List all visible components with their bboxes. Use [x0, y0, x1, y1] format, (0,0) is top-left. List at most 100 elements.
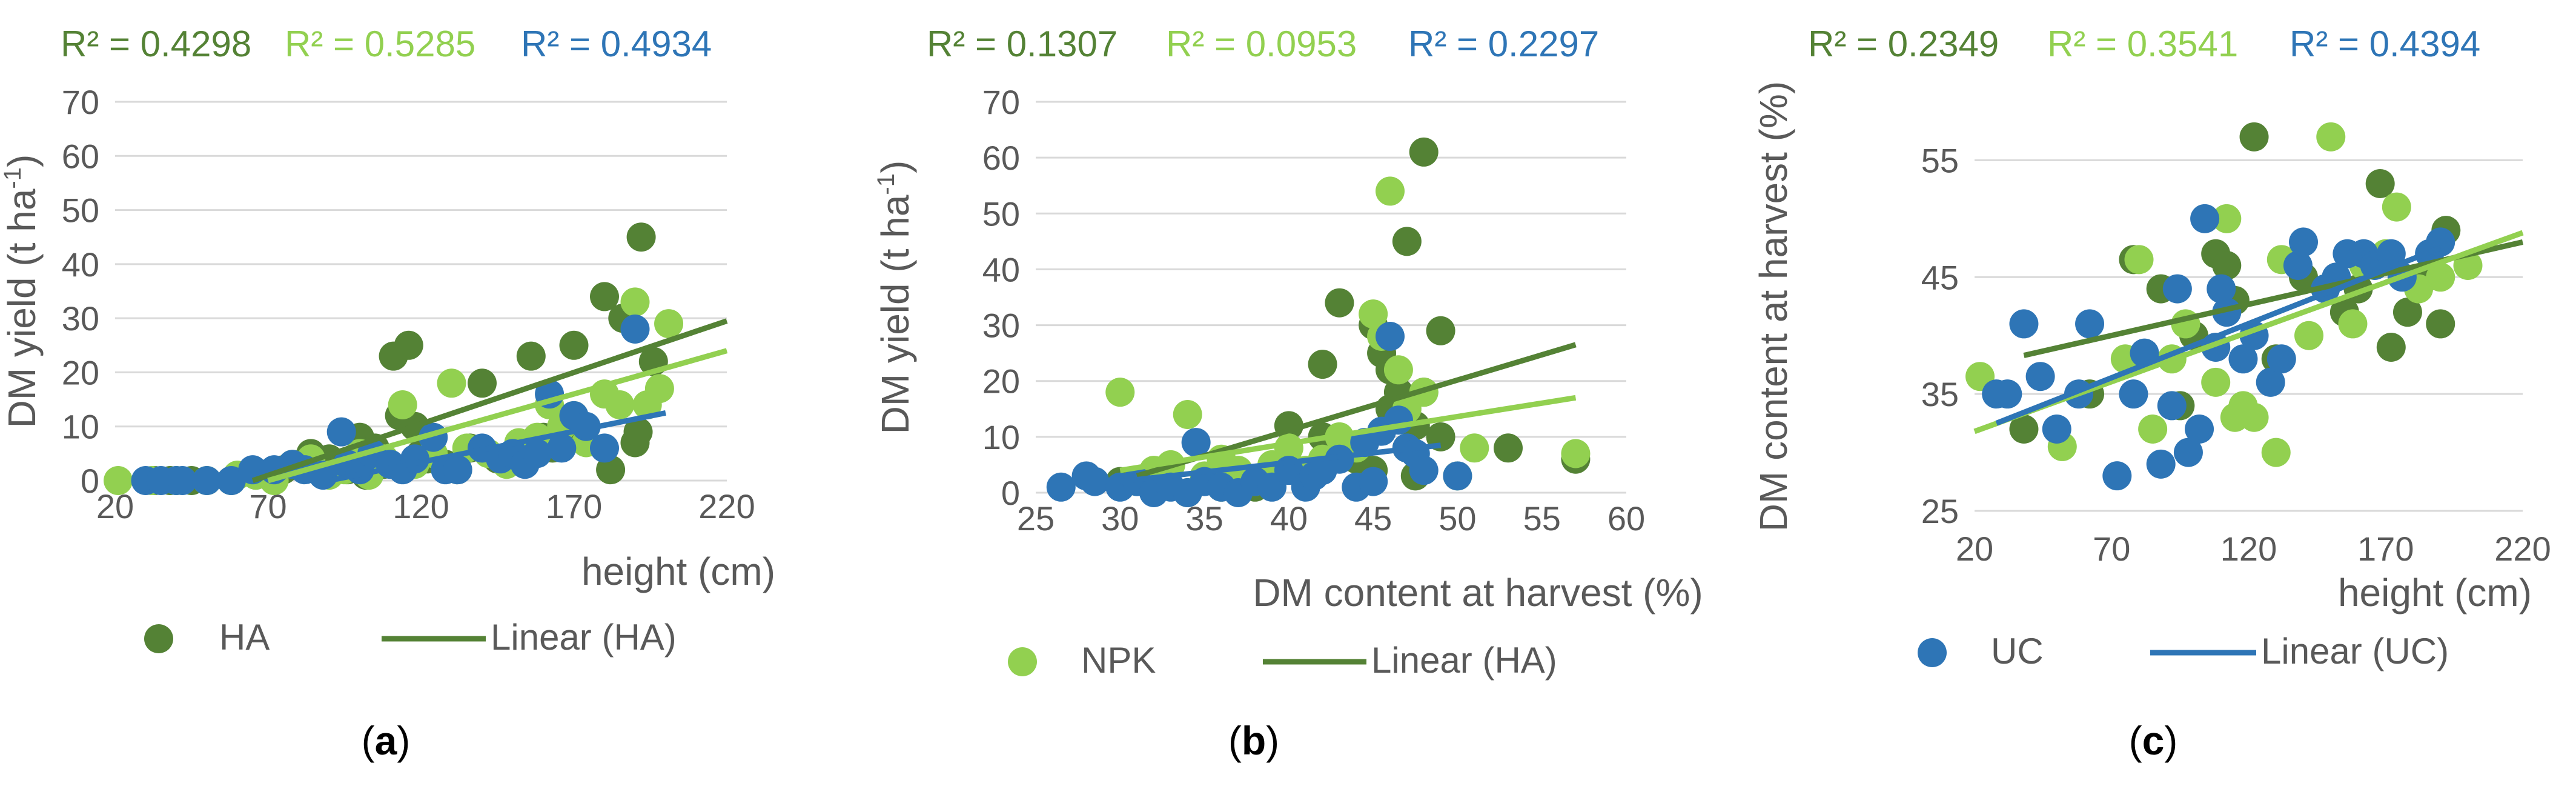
- data-point: [2025, 362, 2055, 391]
- data-point: [1173, 400, 1202, 429]
- data-point: [2228, 344, 2258, 374]
- data-point: [1561, 439, 1591, 468]
- data-point: [468, 368, 497, 398]
- data-point: [654, 309, 684, 339]
- legend-marker-label: NPK: [1081, 640, 1156, 681]
- data-point: [1181, 428, 1211, 458]
- chart-panel-3: 25 35 45 55 20 70 120 170 220 R² = 0.2349 R² = 0.3…: [1752, 24, 2551, 763]
- data-point: [2338, 309, 2368, 339]
- data-point: [2201, 367, 2231, 397]
- data-point: [590, 282, 619, 311]
- data-point: [2289, 227, 2318, 257]
- data-point: [2239, 402, 2269, 432]
- y-axis-label-sup: -1: [0, 167, 26, 189]
- x-tick-label: 60: [1608, 499, 1645, 538]
- r2-label-HA: R² = 0.4298: [61, 24, 251, 64]
- data-point: [516, 341, 546, 371]
- y-axis-label: DM yield (t ha-1): [0, 155, 44, 428]
- data-point: [2009, 415, 2039, 444]
- legend-line-label: Linear (UC): [2261, 631, 2449, 671]
- data-point: [326, 417, 356, 447]
- y-axis-label: DM yield (t ha-1): [873, 161, 917, 435]
- data-point: [1105, 378, 1135, 407]
- y-axis-label-end: ): [873, 161, 917, 173]
- data-point: [2212, 251, 2242, 280]
- data-point: [2146, 449, 2176, 479]
- data-point: [1494, 433, 1523, 463]
- data-point: [623, 417, 653, 447]
- data-point: [1080, 467, 1110, 496]
- data-point: [2102, 461, 2132, 491]
- data-point: [2075, 309, 2105, 339]
- y-tick-label: 35: [1921, 375, 1959, 413]
- y-axis-label-end: ): [0, 155, 44, 167]
- data-point: [2283, 251, 2313, 280]
- trendline-NPK: [267, 348, 728, 484]
- data-point: [626, 222, 656, 252]
- x-tick-label: 120: [2220, 530, 2277, 568]
- data-point: [2124, 245, 2154, 275]
- data-point: [437, 368, 466, 398]
- y-tick-label: 10: [62, 408, 99, 446]
- data-point: [2119, 379, 2148, 409]
- legend: HA Linear (HA): [144, 617, 677, 658]
- legend-marker-label: UC: [1991, 631, 2044, 671]
- y-tick-label: 30: [982, 307, 1020, 345]
- x-tick-label: 120: [392, 487, 449, 525]
- data-point: [590, 433, 619, 463]
- x-tick-label: 30: [1101, 499, 1139, 538]
- data-point: [394, 330, 423, 360]
- y-tick-label: 10: [982, 418, 1020, 456]
- panel-label: (c): [2129, 718, 2178, 763]
- data-point: [1409, 456, 1439, 485]
- data-point: [605, 390, 635, 419]
- x-axis-label: height (cm): [581, 550, 775, 593]
- data-point: [1359, 299, 1388, 329]
- legend-line-label: Linear (HA): [491, 617, 677, 658]
- panel-label: (a): [362, 718, 411, 763]
- trendline-HA: [251, 318, 728, 484]
- data-point: [2266, 344, 2296, 374]
- data-point: [1993, 379, 2022, 409]
- data-point: [168, 466, 197, 495]
- data-point: [1376, 176, 1405, 206]
- data-point: [2207, 274, 2236, 304]
- x-tick-label: 170: [546, 487, 602, 525]
- data-point: [620, 315, 650, 344]
- data-point: [547, 433, 577, 463]
- data-point: [1046, 472, 1076, 502]
- series-UC: [1982, 204, 2455, 491]
- y-tick-label: 45: [1921, 258, 1959, 296]
- x-tick-label: 170: [2357, 530, 2414, 568]
- data-point: [2138, 415, 2168, 444]
- y-axis-label: DM content at harvest (%): [1752, 81, 1795, 531]
- r2-label-NPK: R² = 0.0953: [1166, 24, 1357, 64]
- x-tick-label: 25: [1017, 499, 1055, 538]
- data-point: [2426, 262, 2455, 292]
- data-point: [2376, 333, 2406, 362]
- x-tick-label: 70: [2093, 530, 2130, 568]
- legend-marker: [144, 624, 173, 653]
- data-point: [2294, 321, 2324, 350]
- data-point: [216, 466, 246, 495]
- y-tick-label: 40: [62, 245, 99, 284]
- r2-label-HA: R² = 0.1307: [927, 24, 1117, 64]
- data-point: [2157, 391, 2187, 421]
- data-point: [2316, 122, 2346, 152]
- data-point: [2162, 274, 2192, 304]
- data-point: [2239, 122, 2269, 152]
- trendline-UC: [1995, 245, 2442, 426]
- legend: NPK Linear (HA): [1008, 640, 1557, 681]
- panel-label: (b): [1228, 718, 1279, 763]
- data-point: [522, 439, 552, 468]
- data-point: [644, 374, 674, 404]
- legend-marker-label: HA: [219, 617, 270, 658]
- x-axis-label: height (cm): [2338, 571, 2532, 614]
- r2-label-UC: R² = 0.2297: [1408, 24, 1599, 64]
- y-tick-label: 40: [982, 250, 1020, 288]
- data-point: [1308, 350, 1337, 379]
- r2-label-HA: R² = 0.2349: [1808, 24, 1999, 64]
